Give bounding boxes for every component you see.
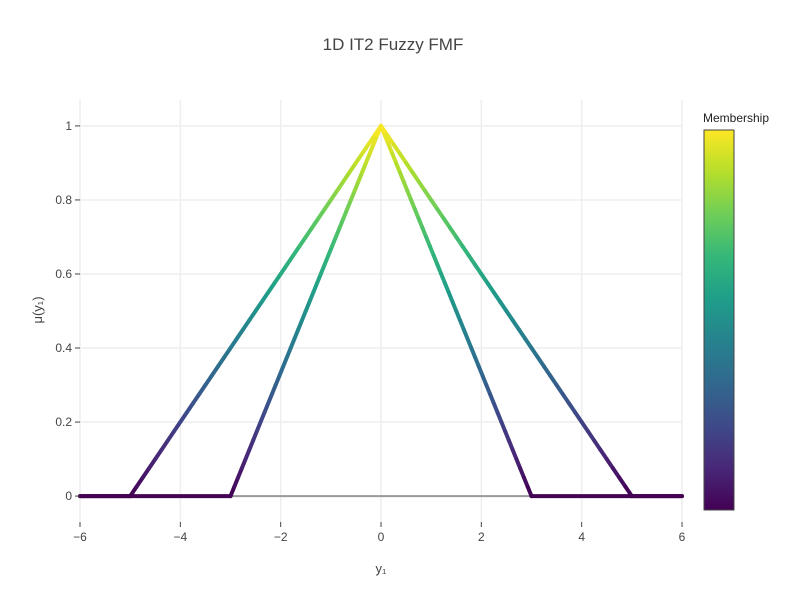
y-tick-label: 0.6 xyxy=(55,267,72,281)
y-tick-label: 0.8 xyxy=(55,193,72,207)
colorbar: Membership xyxy=(703,111,769,511)
y-tick-label: 0.4 xyxy=(55,341,72,355)
x-tick-label: 0 xyxy=(378,530,385,544)
x-axis-label: y₁ xyxy=(376,561,388,576)
x-tick-label: 4 xyxy=(578,530,585,544)
y-tick-label: 0 xyxy=(65,489,72,503)
y-axis-label: μ(y₁) xyxy=(30,296,45,323)
y-tick-label: 0.2 xyxy=(55,415,72,429)
grid-lines xyxy=(79,100,683,522)
y-tick-label: 1 xyxy=(65,119,72,133)
x-tick-label: −2 xyxy=(274,530,288,544)
x-tick-label: −4 xyxy=(173,530,187,544)
y-axis-ticks: 0 0.2 0.4 0.6 0.8 1 xyxy=(55,119,80,503)
series-line-2 xyxy=(78,123,684,499)
series-group xyxy=(78,123,684,499)
colorbar-title: Membership xyxy=(703,111,769,125)
chart-title: 1D IT2 Fuzzy FMF xyxy=(323,35,464,54)
x-tick-label: −6 xyxy=(73,530,87,544)
x-tick-label: 6 xyxy=(679,530,686,544)
colorbar-bar xyxy=(703,129,735,511)
x-axis-ticks: −6 −4 −2 0 2 4 6 xyxy=(73,522,686,544)
x-tick-label: 2 xyxy=(478,530,485,544)
